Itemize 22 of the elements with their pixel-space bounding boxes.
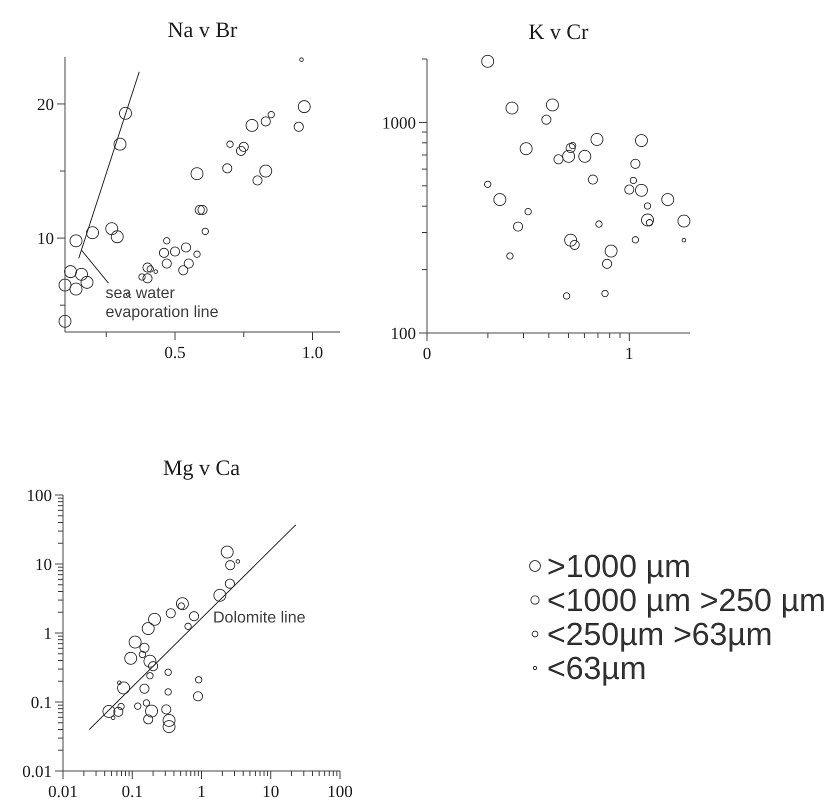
x-tick-label: 1.0 xyxy=(302,343,324,362)
y-tick-label: 0.1 xyxy=(30,692,52,712)
x-tick-label: 0.1 xyxy=(122,782,143,801)
y-tick-label: 10 xyxy=(35,554,52,574)
y-tick-label: 20 xyxy=(37,94,54,114)
x-tick-label: 1 xyxy=(197,782,206,801)
legend-label: >1000 µm xyxy=(547,548,691,584)
x-tick-label: 0 xyxy=(422,344,432,363)
x-tick-label: 10 xyxy=(262,782,280,801)
x-tick-label: 0.5 xyxy=(164,343,186,362)
chart-title: Mg v Ca xyxy=(163,455,240,480)
y-tick-label: 1000 xyxy=(382,113,416,132)
chart-title: K v Cr xyxy=(528,19,590,44)
x-tick-label: 1 xyxy=(625,344,634,363)
y-tick-label: 10 xyxy=(37,229,54,248)
annotation: sea water evaporation line xyxy=(106,284,219,322)
x-tick-label: 100 xyxy=(327,782,353,801)
chart-title: Na v Br xyxy=(168,17,238,42)
y-tick-label: 1 xyxy=(44,624,52,643)
annotation: Dolomite line xyxy=(213,610,306,627)
y-tick-label: 0.01 xyxy=(22,762,52,781)
y-tick-label: 100 xyxy=(26,486,52,505)
